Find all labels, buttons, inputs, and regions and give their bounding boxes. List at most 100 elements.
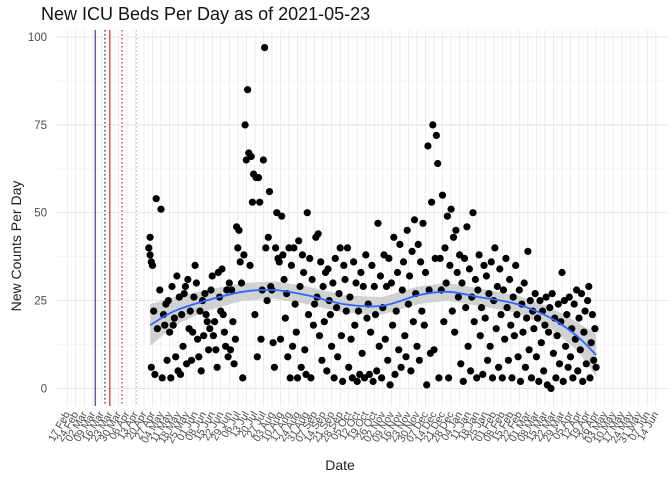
data-point [337, 332, 345, 340]
data-point [229, 318, 237, 326]
data-point [406, 272, 414, 280]
data-point [592, 363, 600, 371]
data-point [319, 282, 327, 291]
data-point [434, 159, 442, 168]
data-point [587, 339, 595, 347]
data-point [553, 332, 561, 340]
data-point [549, 349, 558, 357]
data-point [546, 304, 554, 312]
data-point [566, 353, 575, 361]
y-tick-label: 25 [34, 296, 47, 308]
data-point [262, 244, 270, 252]
data-point [469, 209, 477, 217]
data-point [485, 290, 493, 298]
data-point [385, 254, 393, 262]
data-point [314, 230, 322, 238]
data-point [396, 240, 404, 248]
data-point [399, 258, 408, 266]
data-point [476, 332, 484, 340]
y-tick-label: 100 [28, 32, 47, 44]
data-point [212, 346, 220, 354]
data-point [219, 311, 227, 319]
data-point [413, 342, 421, 350]
data-point [230, 360, 238, 368]
data-point [363, 314, 371, 322]
data-point [357, 268, 365, 277]
trend-line [149, 288, 597, 356]
data-point [497, 311, 505, 319]
data-point [358, 349, 366, 357]
data-point [342, 307, 350, 315]
data-point [440, 318, 448, 326]
data-point [331, 254, 339, 262]
data-point [425, 286, 433, 294]
data-point [374, 219, 382, 227]
data-point [332, 304, 341, 312]
data-point [158, 374, 166, 382]
data-point [359, 282, 367, 291]
data-point [206, 325, 214, 333]
data-point [410, 216, 419, 224]
data-point [157, 205, 165, 213]
data-point [192, 279, 200, 287]
data-point [307, 374, 315, 382]
data-point [253, 353, 261, 361]
chart-title: New ICU Beds Per Day as of 2021-05-23 [41, 4, 371, 24]
data-point [180, 290, 188, 298]
data-point [335, 290, 343, 298]
data-point [328, 342, 336, 350]
data-point [581, 307, 589, 315]
data-point [341, 275, 349, 284]
data-point [362, 251, 370, 259]
data-point [256, 198, 264, 206]
data-point [537, 339, 545, 347]
data-point [343, 244, 352, 252]
data-point [580, 328, 588, 336]
data-point [278, 212, 286, 220]
data-point [178, 311, 186, 319]
data-point [257, 335, 265, 343]
data-point [445, 374, 453, 382]
data-point [146, 233, 154, 241]
data-point [166, 328, 174, 336]
data-point [170, 314, 178, 322]
data-point [430, 346, 438, 354]
data-point [254, 174, 263, 182]
data-point [576, 346, 584, 354]
data-point [512, 261, 520, 269]
data-point [220, 328, 228, 336]
data-point [477, 304, 486, 312]
data-point [147, 363, 155, 371]
data-point [565, 293, 573, 301]
data-point [530, 325, 538, 333]
data-point [353, 377, 361, 385]
data-point [235, 226, 243, 234]
data-point [480, 261, 488, 269]
data-point [465, 265, 473, 273]
data-point [536, 297, 544, 305]
data-point [474, 286, 482, 294]
data-point [498, 374, 506, 382]
data-point [145, 244, 153, 252]
y-tick-label: 50 [34, 208, 47, 220]
data-point [146, 251, 154, 259]
data-point [280, 275, 288, 284]
data-point [197, 367, 205, 375]
data-point [534, 314, 542, 322]
data-point [289, 342, 297, 350]
data-point [435, 374, 443, 382]
data-point [540, 367, 548, 375]
data-point [203, 318, 211, 326]
data-point [401, 332, 409, 340]
data-point [186, 307, 194, 315]
data-point [224, 353, 232, 361]
data-point [420, 321, 428, 329]
data-point [429, 121, 437, 129]
data-point [202, 311, 210, 319]
data-point [297, 363, 305, 371]
data-point [347, 335, 355, 343]
data-point [521, 363, 530, 371]
data-point [531, 290, 539, 298]
data-point [563, 311, 571, 319]
data-point [291, 300, 299, 308]
